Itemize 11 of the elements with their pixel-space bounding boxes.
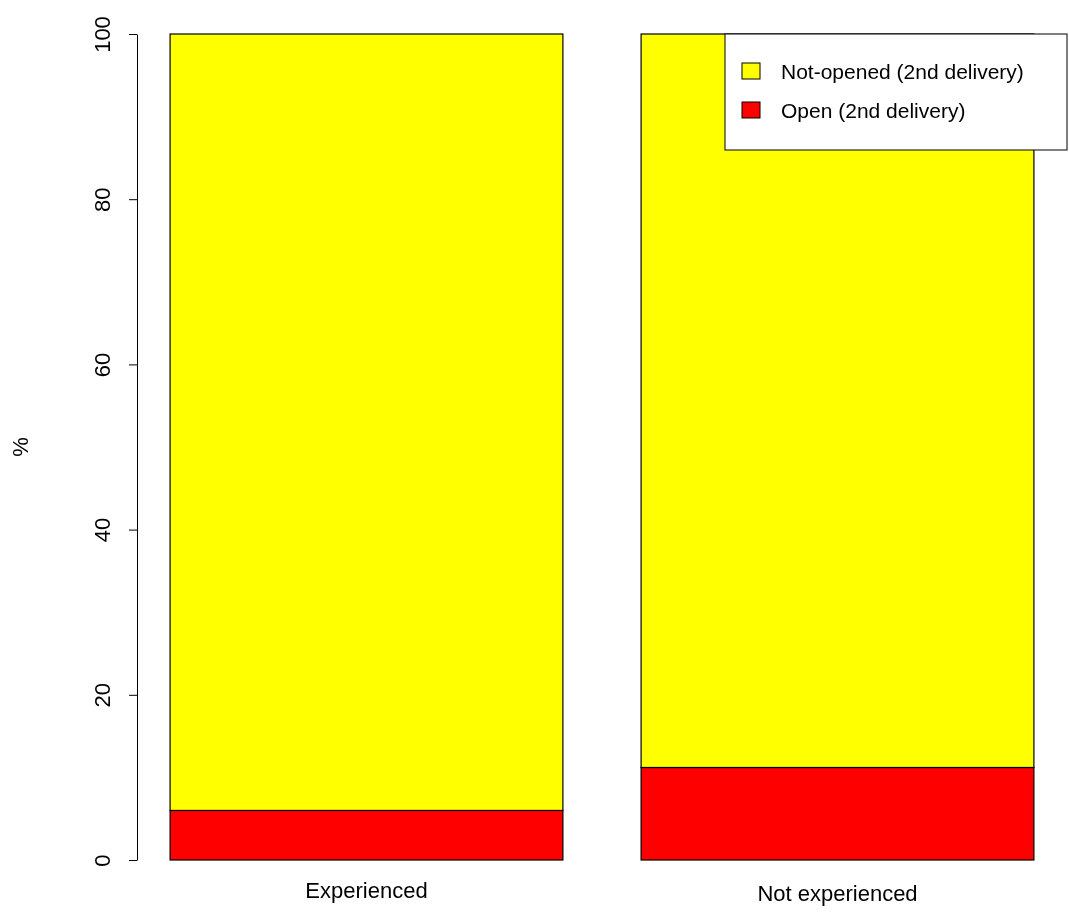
legend-label: Open (2nd delivery) bbox=[781, 99, 966, 122]
y-tick-label: 80 bbox=[90, 187, 115, 212]
legend-label: Not-opened (2nd delivery) bbox=[781, 60, 1024, 83]
y-tick-label: 0 bbox=[90, 854, 115, 867]
y-tick-label: 40 bbox=[90, 517, 115, 543]
y-tick-label: 60 bbox=[90, 352, 115, 378]
x-tick-label: Experienced bbox=[305, 878, 428, 903]
x-tick-label: Not experienced bbox=[757, 881, 918, 906]
y-tick-label: 20 bbox=[90, 683, 115, 708]
y-tick-label: 100 bbox=[90, 16, 115, 53]
y-axis-title: % bbox=[8, 437, 33, 457]
